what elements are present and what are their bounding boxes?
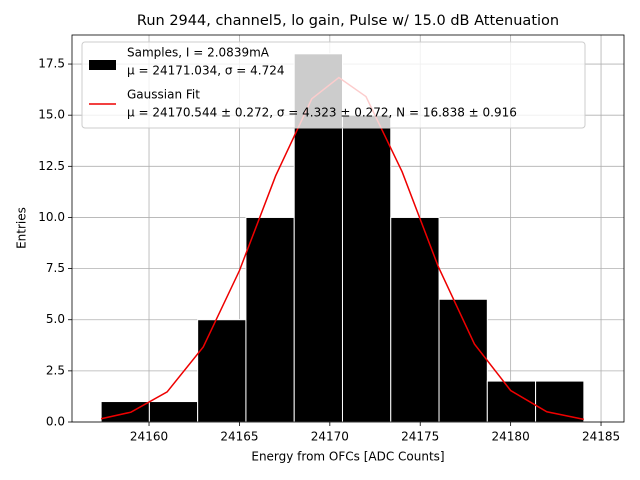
bar [100, 401, 150, 423]
bar [438, 298, 488, 423]
x-axis-label: Energy from OFCs [ADC Counts] [251, 450, 444, 464]
y-tick-label: 7.5 [46, 261, 65, 275]
y-tick-label: 12.5 [38, 159, 65, 173]
plot-frame [71, 34, 625, 423]
y-tick-label: 15.0 [38, 108, 65, 122]
chart-title: Run 2944, channel5, lo gain, Pulse w/ 15… [137, 13, 559, 29]
bar [535, 380, 585, 423]
y-axis-label: Entries [15, 207, 29, 249]
x-tick-label: 24180 [492, 430, 530, 444]
x-tick-label: 24170 [311, 430, 349, 444]
legend-label: Samples, I = 2.0839mA [127, 46, 270, 60]
bar [245, 216, 295, 423]
legend-swatch [89, 60, 116, 70]
legend-label: μ = 24170.544 ± 0.272, σ = 4.323 ± 0.272… [127, 106, 517, 120]
legend-label: Gaussian Fit [127, 88, 200, 102]
x-tick-label: 24185 [582, 430, 620, 444]
y-tick-label: 0.0 [46, 415, 65, 429]
legend-label: μ = 24171.034, σ = 4.724 [127, 64, 284, 78]
y-tick-label: 10.0 [38, 210, 65, 224]
y-tick-label: 2.5 [46, 363, 65, 377]
bar [486, 380, 537, 423]
y-tick-label: 17.5 [38, 57, 65, 71]
x-tick-label: 24160 [130, 430, 168, 444]
x-tick-label: 24165 [220, 430, 258, 444]
legend-box [81, 41, 586, 129]
y-tick-label: 5.0 [46, 312, 65, 326]
bar [341, 114, 392, 423]
bar [148, 401, 199, 423]
x-tick-label: 24175 [401, 430, 439, 444]
bar [197, 319, 247, 423]
legend: Samples, I = 2.0839mA μ = 24171.034, σ = … [81, 41, 586, 129]
